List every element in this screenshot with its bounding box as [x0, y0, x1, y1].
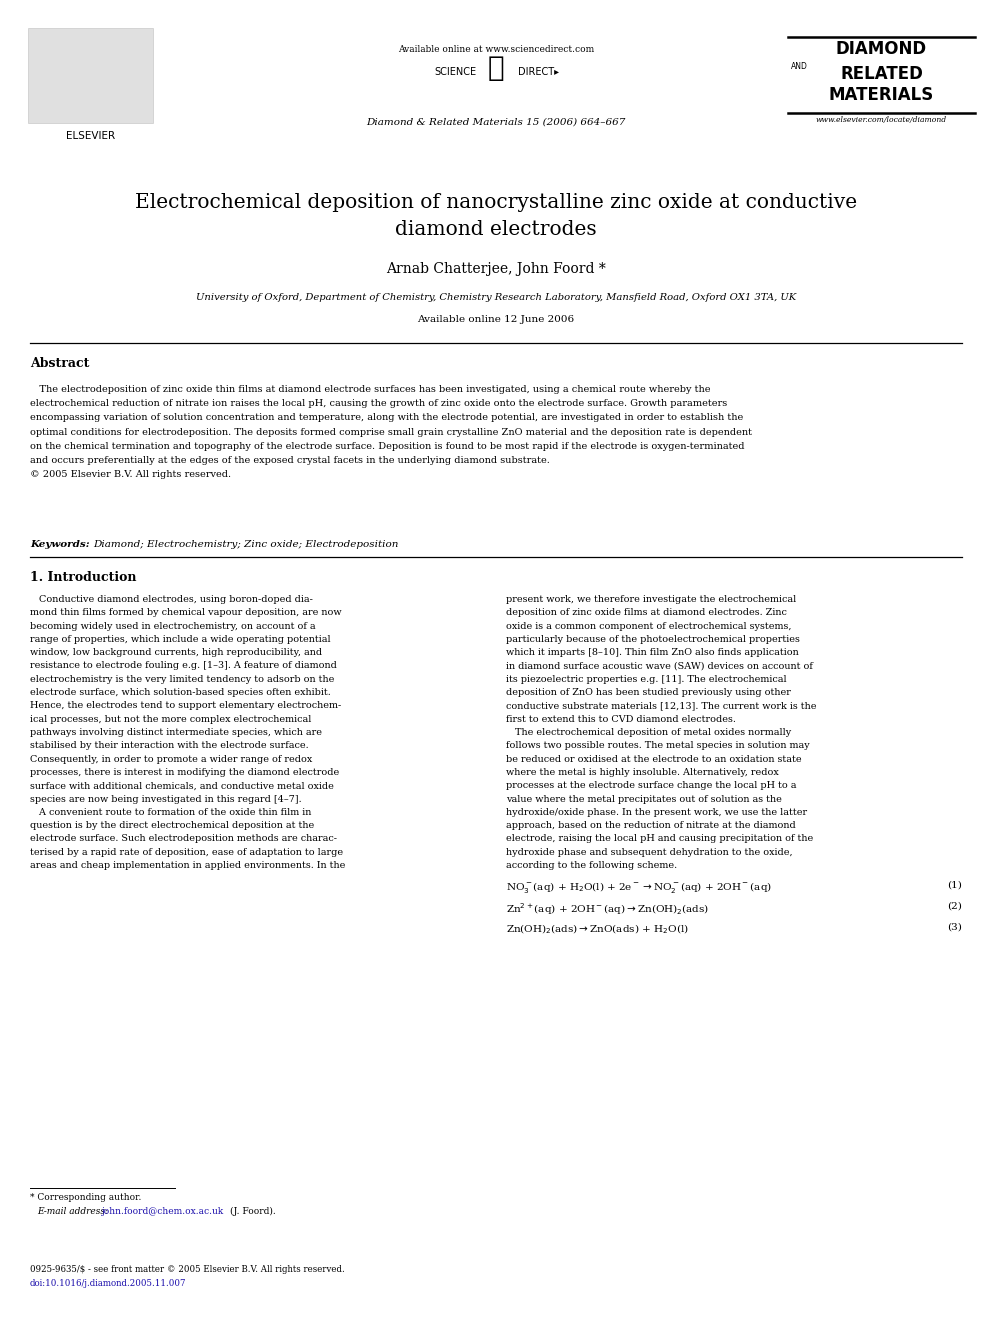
Text: hydroxide/oxide phase. In the present work, we use the latter: hydroxide/oxide phase. In the present wo…: [506, 808, 807, 816]
Text: terised by a rapid rate of deposition, ease of adaptation to large: terised by a rapid rate of deposition, e…: [30, 848, 343, 857]
Text: doi:10.1016/j.diamond.2005.11.007: doi:10.1016/j.diamond.2005.11.007: [30, 1279, 186, 1289]
Text: (2): (2): [947, 901, 962, 910]
Text: electrode surface, which solution-based species often exhibit.: electrode surface, which solution-based …: [30, 688, 330, 697]
Text: particularly because of the photoelectrochemical properties: particularly because of the photoelectro…: [506, 635, 800, 644]
Text: Conductive diamond electrodes, using boron-doped dia-: Conductive diamond electrodes, using bor…: [30, 595, 312, 605]
Text: areas and cheap implementation in applied environments. In the: areas and cheap implementation in applie…: [30, 861, 345, 871]
Text: first to extend this to CVD diamond electrodes.: first to extend this to CVD diamond elec…: [506, 714, 736, 724]
Text: resistance to electrode fouling e.g. [1–3]. A feature of diamond: resistance to electrode fouling e.g. [1–…: [30, 662, 337, 671]
Text: electrochemistry is the very limited tendency to adsorb on the: electrochemistry is the very limited ten…: [30, 675, 334, 684]
Text: its piezoelectric properties e.g. [11]. The electrochemical: its piezoelectric properties e.g. [11]. …: [506, 675, 787, 684]
Text: Abstract: Abstract: [30, 357, 89, 370]
Text: value where the metal precipitates out of solution as the: value where the metal precipitates out o…: [506, 795, 782, 803]
Text: electrochemical reduction of nitrate ion raises the local pH, causing the growth: electrochemical reduction of nitrate ion…: [30, 400, 727, 409]
Text: where the metal is highly insoluble. Alternatively, redox: where the metal is highly insoluble. Alt…: [506, 767, 779, 777]
Text: john.foord@chem.ox.ac.uk: john.foord@chem.ox.ac.uk: [102, 1207, 224, 1216]
Text: www.elsevier.com/locate/diamond: www.elsevier.com/locate/diamond: [816, 116, 947, 124]
Text: DIAMOND: DIAMOND: [836, 40, 928, 58]
Text: hydroxide phase and subsequent dehydration to the oxide,: hydroxide phase and subsequent dehydrati…: [506, 848, 793, 857]
Text: approach, based on the reduction of nitrate at the diamond: approach, based on the reduction of nitr…: [506, 822, 796, 830]
Text: NO$_3^-$(aq) + H$_2$O(l) + 2e$^-$$\rightarrow$NO$_2^-$(aq) + 2OH$^-$(aq): NO$_3^-$(aq) + H$_2$O(l) + 2e$^-$$\right…: [506, 880, 772, 896]
Text: on the chemical termination and topography of the electrode surface. Deposition : on the chemical termination and topograp…: [30, 442, 745, 451]
Text: Consequently, in order to promote a wider range of redox: Consequently, in order to promote a wide…: [30, 754, 312, 763]
Text: Zn(OH)$_2$(ads)$\rightarrow$ZnO(ads) + H$_2$O(l): Zn(OH)$_2$(ads)$\rightarrow$ZnO(ads) + H…: [506, 922, 688, 935]
Text: deposition of ZnO has been studied previously using other: deposition of ZnO has been studied previ…: [506, 688, 791, 697]
Text: A convenient route to formation of the oxide thin film in: A convenient route to formation of the o…: [30, 808, 311, 816]
Text: Available online at www.sciencedirect.com: Available online at www.sciencedirect.co…: [398, 45, 594, 54]
Text: 1. Introduction: 1. Introduction: [30, 572, 137, 583]
Text: E-mail address:: E-mail address:: [37, 1207, 108, 1216]
Text: ⓐ: ⓐ: [488, 54, 504, 82]
Text: pathways involving distinct intermediate species, which are: pathways involving distinct intermediate…: [30, 728, 322, 737]
Text: be reduced or oxidised at the electrode to an oxidation state: be reduced or oxidised at the electrode …: [506, 754, 802, 763]
Text: Keywords:: Keywords:: [30, 540, 89, 549]
Text: © 2005 Elsevier B.V. All rights reserved.: © 2005 Elsevier B.V. All rights reserved…: [30, 470, 231, 479]
Text: Hence, the electrodes tend to support elementary electrochem-: Hence, the electrodes tend to support el…: [30, 701, 341, 710]
Text: present work, we therefore investigate the electrochemical: present work, we therefore investigate t…: [506, 595, 797, 605]
Text: RELATED: RELATED: [840, 65, 923, 83]
Text: Zn$^{2+}$(aq) + 2OH$^-$(aq)$\rightarrow$Zn(OH)$_2$(ads): Zn$^{2+}$(aq) + 2OH$^-$(aq)$\rightarrow$…: [506, 901, 709, 917]
FancyBboxPatch shape: [28, 28, 153, 123]
Text: MATERIALS: MATERIALS: [829, 86, 934, 105]
Text: which it imparts [8–10]. Thin film ZnO also finds application: which it imparts [8–10]. Thin film ZnO a…: [506, 648, 799, 658]
Text: question is by the direct electrochemical deposition at the: question is by the direct electrochemica…: [30, 822, 314, 830]
Text: window, low background currents, high reproducibility, and: window, low background currents, high re…: [30, 648, 322, 658]
Text: The electrodeposition of zinc oxide thin films at diamond electrode surfaces has: The electrodeposition of zinc oxide thin…: [30, 385, 710, 394]
Text: SCIENCE: SCIENCE: [434, 67, 476, 77]
Text: according to the following scheme.: according to the following scheme.: [506, 861, 678, 871]
Text: AND: AND: [791, 62, 807, 71]
Text: becoming widely used in electrochemistry, on account of a: becoming widely used in electrochemistry…: [30, 622, 315, 631]
Text: Arnab Chatterjee, John Foord *: Arnab Chatterjee, John Foord *: [386, 262, 606, 277]
Text: ical processes, but not the more complex electrochemical: ical processes, but not the more complex…: [30, 714, 311, 724]
Text: range of properties, which include a wide operating potential: range of properties, which include a wid…: [30, 635, 330, 644]
Text: electrode, raising the local pH and causing precipitation of the: electrode, raising the local pH and caus…: [506, 835, 813, 843]
Text: species are now being investigated in this regard [4–7].: species are now being investigated in th…: [30, 795, 302, 803]
Text: oxide is a common component of electrochemical systems,: oxide is a common component of electroch…: [506, 622, 792, 631]
Text: follows two possible routes. The metal species in solution may: follows two possible routes. The metal s…: [506, 741, 809, 750]
Text: The electrochemical deposition of metal oxides normally: The electrochemical deposition of metal …: [506, 728, 792, 737]
Text: diamond electrodes: diamond electrodes: [395, 220, 597, 239]
Text: optimal conditions for electrodeposition. The deposits formed comprise small gra: optimal conditions for electrodeposition…: [30, 427, 752, 437]
Text: processes, there is interest in modifying the diamond electrode: processes, there is interest in modifyin…: [30, 767, 339, 777]
Text: Available online 12 June 2006: Available online 12 June 2006: [418, 315, 574, 324]
Text: encompassing variation of solution concentration and temperature, along with the: encompassing variation of solution conce…: [30, 413, 743, 422]
Text: mond thin films formed by chemical vapour deposition, are now: mond thin films formed by chemical vapou…: [30, 609, 341, 618]
Text: 0925-9635/$ - see front matter © 2005 Elsevier B.V. All rights reserved.: 0925-9635/$ - see front matter © 2005 El…: [30, 1265, 345, 1274]
Text: stabilised by their interaction with the electrode surface.: stabilised by their interaction with the…: [30, 741, 309, 750]
Text: ELSEVIER: ELSEVIER: [65, 131, 115, 142]
Text: * Corresponding author.: * Corresponding author.: [30, 1193, 142, 1203]
Text: (3): (3): [947, 922, 962, 931]
Text: Diamond; Electrochemistry; Zinc oxide; Electrodeposition: Diamond; Electrochemistry; Zinc oxide; E…: [93, 540, 399, 549]
Text: surface with additional chemicals, and conductive metal oxide: surface with additional chemicals, and c…: [30, 781, 334, 790]
Text: Electrochemical deposition of nanocrystalline zinc oxide at conductive: Electrochemical deposition of nanocrysta…: [135, 193, 857, 212]
Text: Diamond & Related Materials 15 (2006) 664–667: Diamond & Related Materials 15 (2006) 66…: [366, 118, 626, 127]
Text: and occurs preferentially at the edges of the exposed crystal facets in the unde: and occurs preferentially at the edges o…: [30, 456, 550, 464]
Text: electrode surface. Such electrodeposition methods are charac-: electrode surface. Such electrodepositio…: [30, 835, 337, 843]
Text: DIRECT▸: DIRECT▸: [518, 67, 559, 77]
Text: deposition of zinc oxide films at diamond electrodes. Zinc: deposition of zinc oxide films at diamon…: [506, 609, 787, 618]
Text: processes at the electrode surface change the local pH to a: processes at the electrode surface chang…: [506, 781, 797, 790]
Text: University of Oxford, Department of Chemistry, Chemistry Research Laboratory, Ma: University of Oxford, Department of Chem…: [195, 292, 797, 302]
Text: (J. Foord).: (J. Foord).: [230, 1207, 276, 1216]
Text: conductive substrate materials [12,13]. The current work is the: conductive substrate materials [12,13]. …: [506, 701, 816, 710]
Text: in diamond surface acoustic wave (SAW) devices on account of: in diamond surface acoustic wave (SAW) d…: [506, 662, 812, 671]
Text: (1): (1): [947, 880, 962, 889]
